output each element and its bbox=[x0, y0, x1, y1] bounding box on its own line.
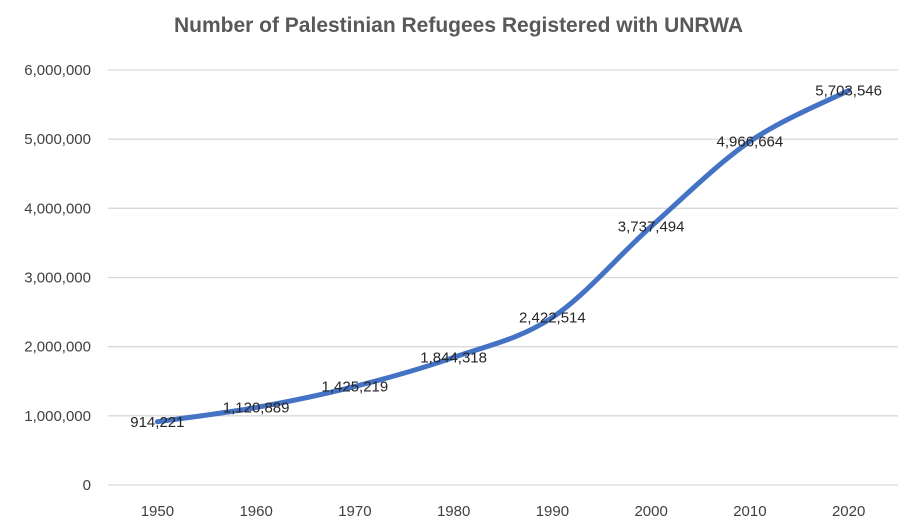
x-tick-label: 1970 bbox=[338, 503, 371, 520]
y-tick-label: 6,000,000 bbox=[24, 62, 91, 79]
series-group bbox=[154, 88, 852, 425]
x-tick-label: 1950 bbox=[141, 503, 174, 520]
y-tick-label: 0 bbox=[83, 477, 91, 494]
data-labels-group: 914,221 1,120,889 1,425,219 1,844,318 2,422,… bbox=[130, 83, 882, 431]
x-tick-label: 1980 bbox=[437, 503, 470, 520]
data-label: 3,737,494 bbox=[618, 218, 685, 235]
data-label: 4,966,664 bbox=[717, 133, 784, 150]
data-label: 1,120,889 bbox=[223, 399, 290, 416]
y-tick-label: 4,000,000 bbox=[24, 200, 91, 217]
data-label: 914,221 bbox=[130, 414, 184, 431]
data-label: 1,844,318 bbox=[420, 349, 487, 366]
x-tick-label: 1960 bbox=[239, 503, 272, 520]
series-line bbox=[154, 88, 852, 425]
x-tick-label: 2000 bbox=[634, 503, 667, 520]
x-tick-label: 1990 bbox=[536, 503, 569, 520]
data-label: 1,425,219 bbox=[322, 378, 389, 395]
data-label: 5,703,546 bbox=[815, 83, 882, 100]
x-tick-label: 2010 bbox=[733, 503, 766, 520]
chart-title: Number of Palestinian Refugees Registere… bbox=[173, 14, 744, 37]
y-axis-tick-labels: 0 1,000,000 2,000,000 3,000,000 4,000,000 5,0… bbox=[24, 62, 91, 494]
y-tick-label: 3,000,000 bbox=[24, 270, 91, 287]
y-tick-label: 1,000,000 bbox=[24, 408, 91, 425]
x-axis-tick-labels: 1950 1960 1970 1980 1990 2000 2010 2020 bbox=[141, 503, 866, 520]
y-tick-label: 5,000,000 bbox=[24, 131, 91, 148]
data-label: 2,422,514 bbox=[519, 309, 586, 326]
y-tick-label: 2,000,000 bbox=[24, 339, 91, 356]
gridlines bbox=[108, 69, 898, 486]
x-tick-label: 2020 bbox=[832, 503, 865, 520]
